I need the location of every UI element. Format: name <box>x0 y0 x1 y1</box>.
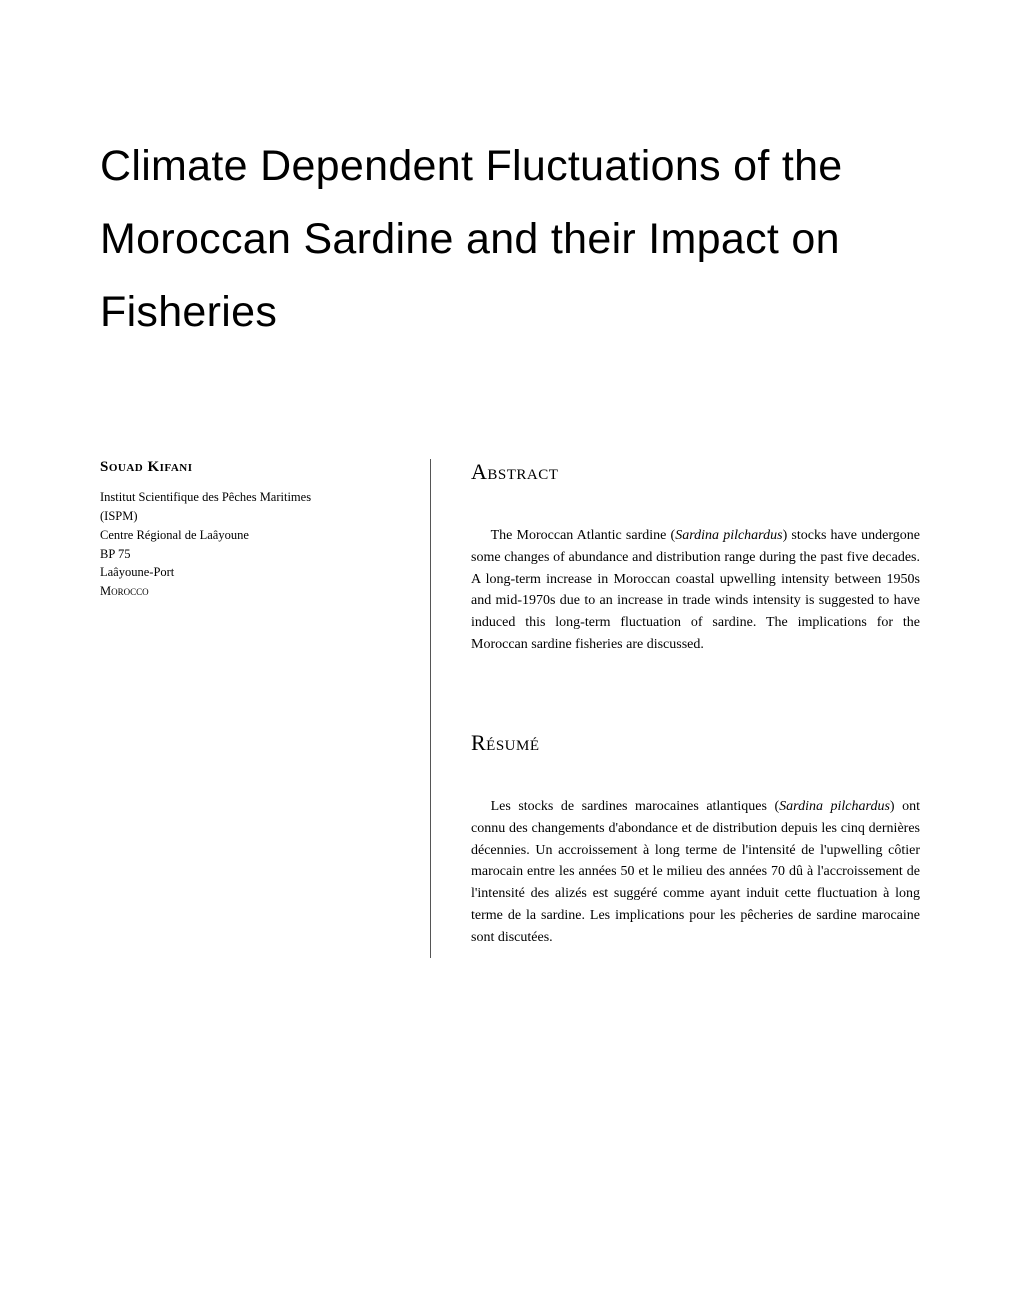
author-info-column: Souad Kifani Institut Scientifique des P… <box>100 459 380 958</box>
abstract-paragraph: The Moroccan Atlantic sardine (Sardina p… <box>471 525 920 655</box>
species-name: Sardina pilchardus <box>779 799 890 814</box>
affiliation-line: (ISPM) <box>100 507 380 526</box>
species-name: Sardina pilchardus <box>675 528 782 543</box>
abstract-heading: Abstract <box>471 459 920 485</box>
resume-text-suffix: ) ont connu des changements d'abondance … <box>471 799 920 944</box>
resume-paragraph: Les stocks de sardines marocaines atlant… <box>471 796 920 948</box>
author-affiliation: Institut Scientifique des Pêches Maritim… <box>100 488 380 601</box>
content-columns: Souad Kifani Institut Scientifique des P… <box>100 459 920 958</box>
abstract-text-suffix: ) stocks have undergone some changes of … <box>471 528 920 651</box>
main-text-column: Abstract The Moroccan Atlantic sardine (… <box>430 459 920 958</box>
affiliation-line: Laâyoune-Port <box>100 563 380 582</box>
affiliation-line: Centre Régional de Laâyoune <box>100 526 380 545</box>
paper-title: Climate Dependent Fluctuations of the Mo… <box>100 130 920 349</box>
resume-heading: Résumé <box>471 730 920 756</box>
resume-text-prefix: Les stocks de sardines marocaines atlant… <box>491 799 780 814</box>
affiliation-line: Morocco <box>100 582 380 601</box>
affiliation-line: Institut Scientifique des Pêches Maritim… <box>100 488 380 507</box>
abstract-text-prefix: The Moroccan Atlantic sardine ( <box>491 528 676 543</box>
affiliation-line: BP 75 <box>100 545 380 564</box>
author-name: Souad Kifani <box>100 459 380 476</box>
